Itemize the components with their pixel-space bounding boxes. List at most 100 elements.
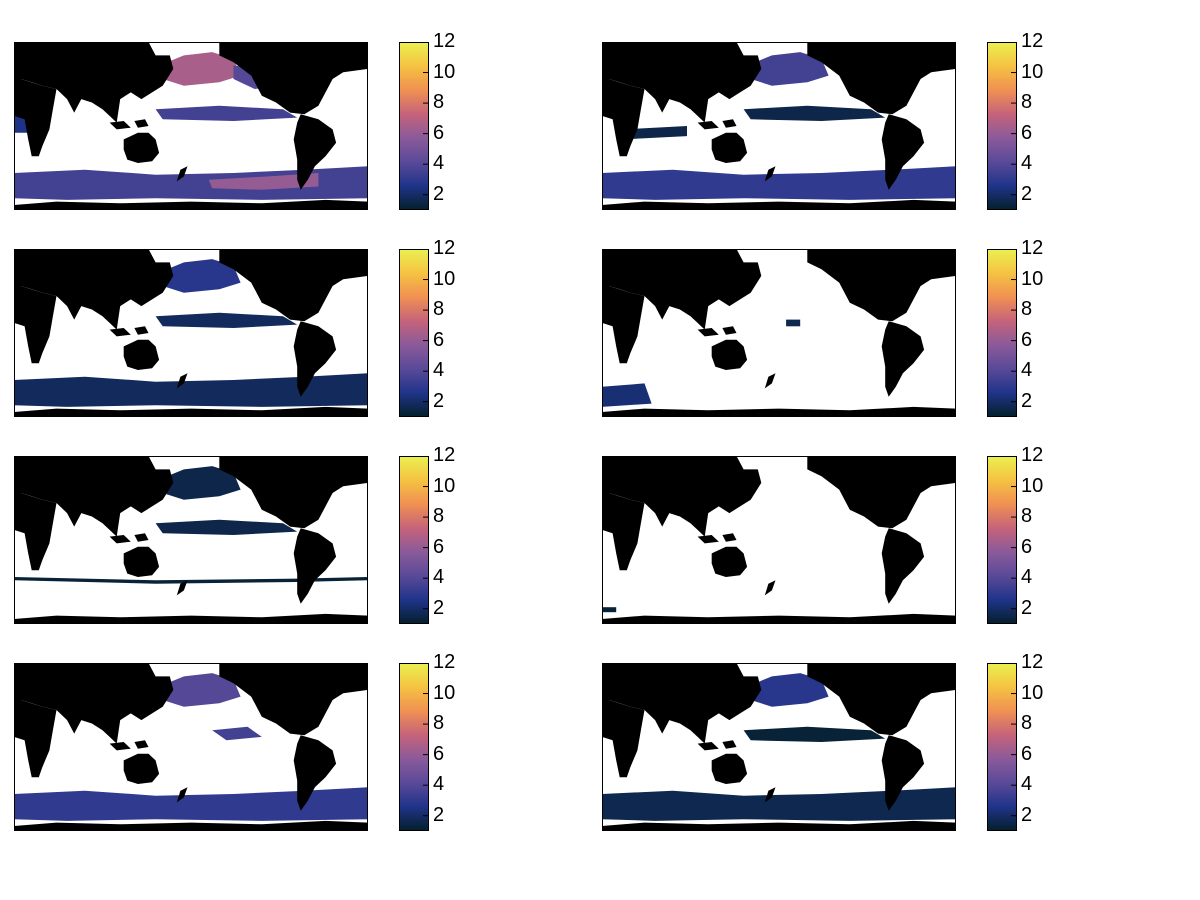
- colorbar-tick-label: 6: [1021, 535, 1033, 558]
- colorbar-tick-label: 12: [433, 30, 456, 52]
- colorbar-tick-label: 2: [1021, 596, 1033, 619]
- land-mass-6: [219, 456, 368, 529]
- colorbar-tick-label: 12: [1021, 237, 1044, 259]
- land-mass-0: [602, 456, 762, 537]
- ocean-map: [14, 249, 368, 417]
- colorbar-gradient: [987, 42, 1017, 210]
- land-mass-4: [134, 326, 149, 335]
- map-plot-area: [14, 456, 368, 624]
- colorbar: [399, 41, 429, 210]
- land-mass-5: [176, 580, 188, 596]
- land-mass-1: [602, 79, 645, 157]
- data-region-4: [14, 166, 368, 200]
- map-plot-area: [14, 249, 368, 417]
- colorbar-tick-label: 10: [433, 267, 456, 290]
- land-mass-1: [14, 79, 57, 157]
- land-mass-6: [219, 42, 368, 115]
- land-mass-3: [697, 742, 719, 751]
- colorbar-tick-label: 10: [433, 60, 456, 83]
- land-mass-6: [219, 663, 368, 736]
- land-mass-3: [697, 535, 719, 544]
- map-plot-area: [602, 249, 956, 417]
- map-plot-area: [14, 42, 368, 210]
- colorbar: [399, 455, 429, 624]
- land-mass-3: [697, 328, 719, 337]
- land-mass-7: [934, 45, 956, 66]
- land-mass-9: [14, 820, 368, 831]
- colorbar: [987, 41, 1017, 210]
- ocean-map: [602, 42, 956, 210]
- map-frame: [602, 249, 956, 417]
- colorbar-tick-label: 12: [433, 237, 456, 259]
- data-region-2: [14, 787, 368, 821]
- colorbar-tick-label: 8: [1021, 712, 1033, 735]
- land-mass-6: [807, 456, 956, 529]
- land-mass-5: [176, 787, 188, 803]
- colorbar-tick-label: 2: [433, 596, 445, 619]
- colorbar-tick-label: 8: [1021, 298, 1033, 321]
- land-mass-7: [346, 252, 368, 273]
- colorbar-tick-label: 10: [1021, 681, 1044, 704]
- land-mass-1: [14, 286, 57, 364]
- land-mass-8: [293, 528, 337, 604]
- data-region-5: [208, 173, 319, 190]
- land-mass-1: [602, 700, 645, 778]
- land-mass-1: [14, 700, 57, 778]
- data-region-2: [623, 126, 687, 140]
- land-mass-3: [109, 328, 131, 337]
- land-mass-0: [14, 456, 174, 537]
- land-mass-4: [134, 740, 149, 749]
- land-mass-9: [602, 199, 956, 210]
- colorbar-tick-label: 4: [433, 566, 445, 589]
- land-mass-5: [764, 580, 776, 596]
- land-mass-3: [109, 121, 131, 130]
- land-mass-1: [602, 286, 645, 364]
- land-mass-9: [14, 613, 368, 624]
- colorbar-gradient: [987, 249, 1017, 417]
- colorbar-tick-label: 4: [1021, 359, 1033, 382]
- colorbar: [987, 662, 1017, 831]
- ocean-map: [602, 249, 956, 417]
- data-region-3: [602, 166, 956, 200]
- data-region-2: [14, 373, 368, 407]
- land-mass-4: [134, 533, 149, 542]
- land-mass-9: [602, 406, 956, 417]
- data-region-0: [159, 52, 241, 86]
- colorbar-tick-label: 12: [1021, 444, 1044, 466]
- data-region-1: [743, 726, 886, 742]
- colorbar-tick-label: 4: [433, 359, 445, 382]
- land-mass-8: [293, 321, 337, 397]
- colorbar-gradient: [399, 42, 429, 210]
- land-mass-7: [346, 666, 368, 687]
- land-mass-2: [123, 132, 160, 163]
- data-region-1: [155, 519, 298, 535]
- colorbar-tick-label: 6: [1021, 121, 1033, 144]
- land-mass-6: [807, 663, 956, 736]
- data-region-1: [212, 726, 262, 741]
- data-region-0: [159, 259, 241, 293]
- data-region-1: [155, 312, 298, 328]
- colorbar-tick-label: 8: [1021, 91, 1033, 114]
- land-mass-8: [881, 528, 925, 604]
- land-mass-5: [764, 787, 776, 803]
- land-mass-7: [934, 459, 956, 480]
- colorbar-tick-label: 2: [433, 803, 445, 826]
- land-mass-3: [109, 742, 131, 751]
- map-plot-area: [14, 663, 368, 831]
- land-mass-5: [176, 373, 188, 389]
- colorbar: [399, 662, 429, 831]
- colorbar-tick-label: 6: [433, 535, 445, 558]
- land-mass-1: [14, 493, 57, 571]
- land-mass-4: [722, 326, 737, 335]
- colorbar-tick-label: 10: [1021, 60, 1044, 83]
- colorbar-tick-label: 4: [433, 773, 445, 796]
- land-mass-1: [602, 493, 645, 571]
- colorbar-tick-label: 6: [1021, 742, 1033, 765]
- land-mass-0: [602, 42, 762, 123]
- land-mass-8: [881, 735, 925, 811]
- colorbar-tick-label: 2: [1021, 182, 1033, 205]
- ocean-map: [14, 42, 368, 210]
- colorbar-tick-label: 12: [433, 651, 456, 673]
- colorbar-gradient: [987, 663, 1017, 831]
